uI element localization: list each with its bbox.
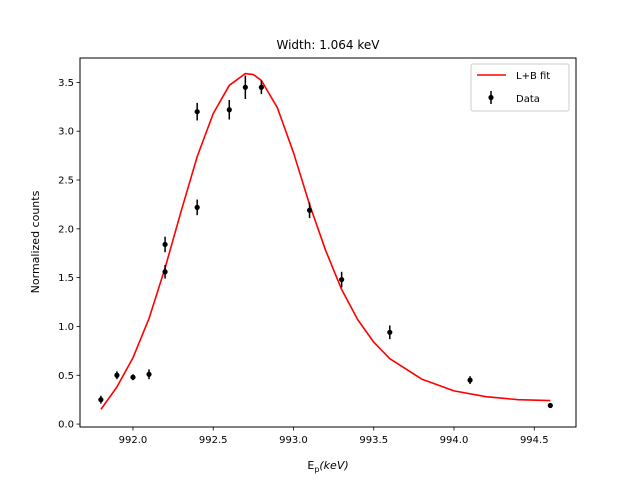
- y-tick-label: 2.0: [58, 224, 74, 235]
- y-axis: 0.0 0.5 1.0 1.5 2.0 2.5 3.0 3.5: [58, 78, 80, 431]
- x-tick-label: 994.5: [520, 435, 549, 446]
- chart-title: Width: 1.064 keV: [276, 38, 380, 52]
- plot-frame: [79, 57, 577, 428]
- fit-line: [100, 72, 551, 410]
- data-point: [387, 329, 393, 335]
- y-axis-label: Normalized counts: [29, 190, 42, 293]
- x-axis-label-base: E: [307, 459, 314, 472]
- data-point: [339, 276, 345, 283]
- y-tick-label: 0.5: [58, 371, 74, 382]
- y-tick-label: 0.0: [58, 420, 74, 431]
- data-point: [98, 397, 104, 403]
- x-axis-label-units: (keV): [319, 459, 348, 472]
- data-point: [258, 84, 264, 90]
- x-tick-label: 992.0: [119, 435, 148, 446]
- data-point: [146, 371, 152, 377]
- data-point: [162, 241, 168, 248]
- x-axis-label-subscript: p: [314, 465, 319, 474]
- data-point: [226, 107, 232, 113]
- y-tick-label: 1.5: [58, 273, 74, 284]
- y-tick-label: 3.0: [58, 127, 74, 138]
- data-point: [306, 207, 313, 213]
- y-tick-label: 2.5: [58, 176, 74, 187]
- data-point: [130, 374, 136, 380]
- plot-marks: [98, 72, 553, 410]
- x-axis: 992.0 992.5 993.0 993.5 994.0 994.5: [119, 427, 549, 446]
- y-tick-label: 1.0: [58, 322, 74, 333]
- x-tick-label: 994.0: [440, 435, 469, 446]
- y-tick-label: 3.5: [58, 78, 74, 89]
- legend-data-label: Data: [516, 94, 540, 105]
- data-point: [114, 372, 120, 378]
- x-tick-label: 993.5: [359, 435, 388, 446]
- data-point: [242, 84, 248, 90]
- data-point: [162, 269, 168, 275]
- data-point: [467, 377, 473, 383]
- legend: L+B fit Data: [470, 63, 570, 112]
- data-point: [547, 402, 553, 409]
- x-axis-label: Ep(keV): [307, 459, 348, 474]
- data-point: [194, 109, 200, 115]
- legend-fit-label: L+B fit: [516, 71, 550, 82]
- x-tick-label: 992.5: [199, 435, 228, 446]
- data-point: [194, 204, 200, 210]
- x-tick-label: 993.0: [279, 435, 308, 446]
- legend-data-marker: [488, 94, 494, 101]
